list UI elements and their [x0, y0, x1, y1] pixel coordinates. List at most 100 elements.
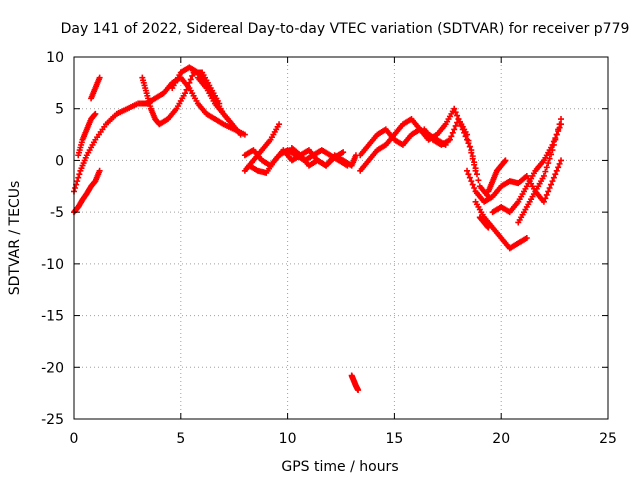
data-point	[543, 164, 550, 171]
data-point	[92, 110, 99, 117]
data-point	[76, 171, 83, 178]
data-point	[552, 136, 559, 143]
data-point	[237, 131, 244, 138]
data-point	[454, 119, 461, 126]
data-point	[468, 178, 475, 185]
data-point	[466, 143, 473, 150]
data-point	[96, 167, 103, 174]
data-point	[187, 76, 194, 83]
chart-title: Day 141 of 2022, Sidereal Day-to-day VTE…	[61, 21, 630, 37]
data-point	[473, 171, 480, 178]
data-point	[74, 178, 81, 185]
data-point	[552, 171, 559, 178]
data-point	[545, 160, 552, 167]
series-track-t	[485, 157, 509, 195]
data-point	[558, 116, 565, 123]
data-point	[542, 195, 549, 202]
data-point	[545, 188, 552, 195]
plot-frame	[73, 56, 609, 420]
data-point	[464, 131, 471, 138]
data-point	[550, 141, 557, 148]
data-point	[556, 121, 563, 128]
x-tick-label: 10	[279, 431, 297, 447]
y-tick-label: 10	[46, 50, 64, 66]
data-point	[523, 235, 530, 241]
x-tick-label: 15	[385, 431, 403, 447]
data-point	[340, 149, 347, 156]
data-point	[465, 171, 472, 178]
data-point	[189, 72, 196, 79]
data-point	[471, 161, 478, 168]
data-point	[555, 164, 562, 171]
data-point	[540, 198, 547, 205]
series-track-e	[139, 69, 223, 128]
data-point	[540, 172, 547, 179]
data-point	[542, 168, 549, 175]
data-point	[546, 155, 553, 162]
x-tick-label: 25	[599, 431, 617, 447]
y-tick-label: -5	[50, 205, 64, 221]
y-tick-label: -25	[41, 412, 64, 428]
series-track-s	[515, 116, 565, 226]
data-point	[182, 90, 189, 97]
data-point	[449, 129, 456, 136]
data-point	[448, 133, 455, 140]
x-tick-label: 5	[176, 431, 185, 447]
data-point	[466, 174, 473, 181]
data-point	[464, 167, 471, 174]
data-point	[549, 147, 556, 154]
series-track-u	[476, 214, 492, 231]
series-track-a	[71, 74, 248, 195]
data-point	[469, 181, 476, 188]
y-tick-label: 0	[55, 153, 64, 169]
data-point	[549, 178, 556, 185]
data-point	[186, 79, 193, 86]
data-points	[71, 64, 565, 394]
y-axis-label: SDTVAR / TECUs	[7, 181, 23, 296]
data-point	[96, 74, 103, 81]
series-track-k	[288, 145, 347, 169]
data-point	[75, 174, 82, 181]
x-tick-label: 20	[492, 431, 510, 447]
data-point	[550, 174, 557, 181]
series-track-b	[71, 167, 103, 216]
data-point	[502, 157, 509, 164]
data-point	[556, 160, 563, 167]
data-point	[546, 185, 553, 192]
data-point	[446, 136, 453, 143]
data-point	[471, 185, 478, 192]
series-track-o	[421, 116, 479, 174]
data-point	[454, 112, 461, 119]
data-point	[184, 83, 191, 90]
data-point	[451, 126, 458, 133]
y-tick-label: -20	[41, 360, 64, 376]
data-point	[452, 122, 459, 129]
axis-ticks: 0 5 10 15 20 25 -25 -20 -15 -10 -5 0 5 10	[41, 50, 617, 447]
data-point	[451, 105, 458, 112]
data-point	[72, 185, 79, 192]
y-tick-label: 5	[55, 102, 64, 118]
series-track-d	[88, 74, 103, 102]
data-point	[468, 149, 475, 156]
data-point	[553, 131, 560, 138]
data-point	[183, 86, 190, 93]
y-tick-label: -10	[41, 257, 64, 273]
x-axis-label: GPS time / hours	[281, 459, 398, 475]
data-point	[472, 167, 479, 174]
data-point	[555, 126, 562, 133]
data-point	[485, 224, 492, 231]
data-point	[558, 157, 565, 164]
y-tick-label: -15	[41, 309, 64, 325]
grid	[74, 57, 608, 419]
data-point	[553, 167, 560, 174]
data-point	[452, 109, 459, 116]
x-tick-label: 0	[70, 431, 79, 447]
data-point	[469, 155, 476, 162]
series-track-c	[75, 110, 99, 159]
data-point	[475, 177, 482, 184]
series-track-g	[194, 74, 244, 138]
series-track-h	[241, 121, 283, 174]
data-point	[548, 151, 555, 158]
data-point	[276, 121, 283, 128]
